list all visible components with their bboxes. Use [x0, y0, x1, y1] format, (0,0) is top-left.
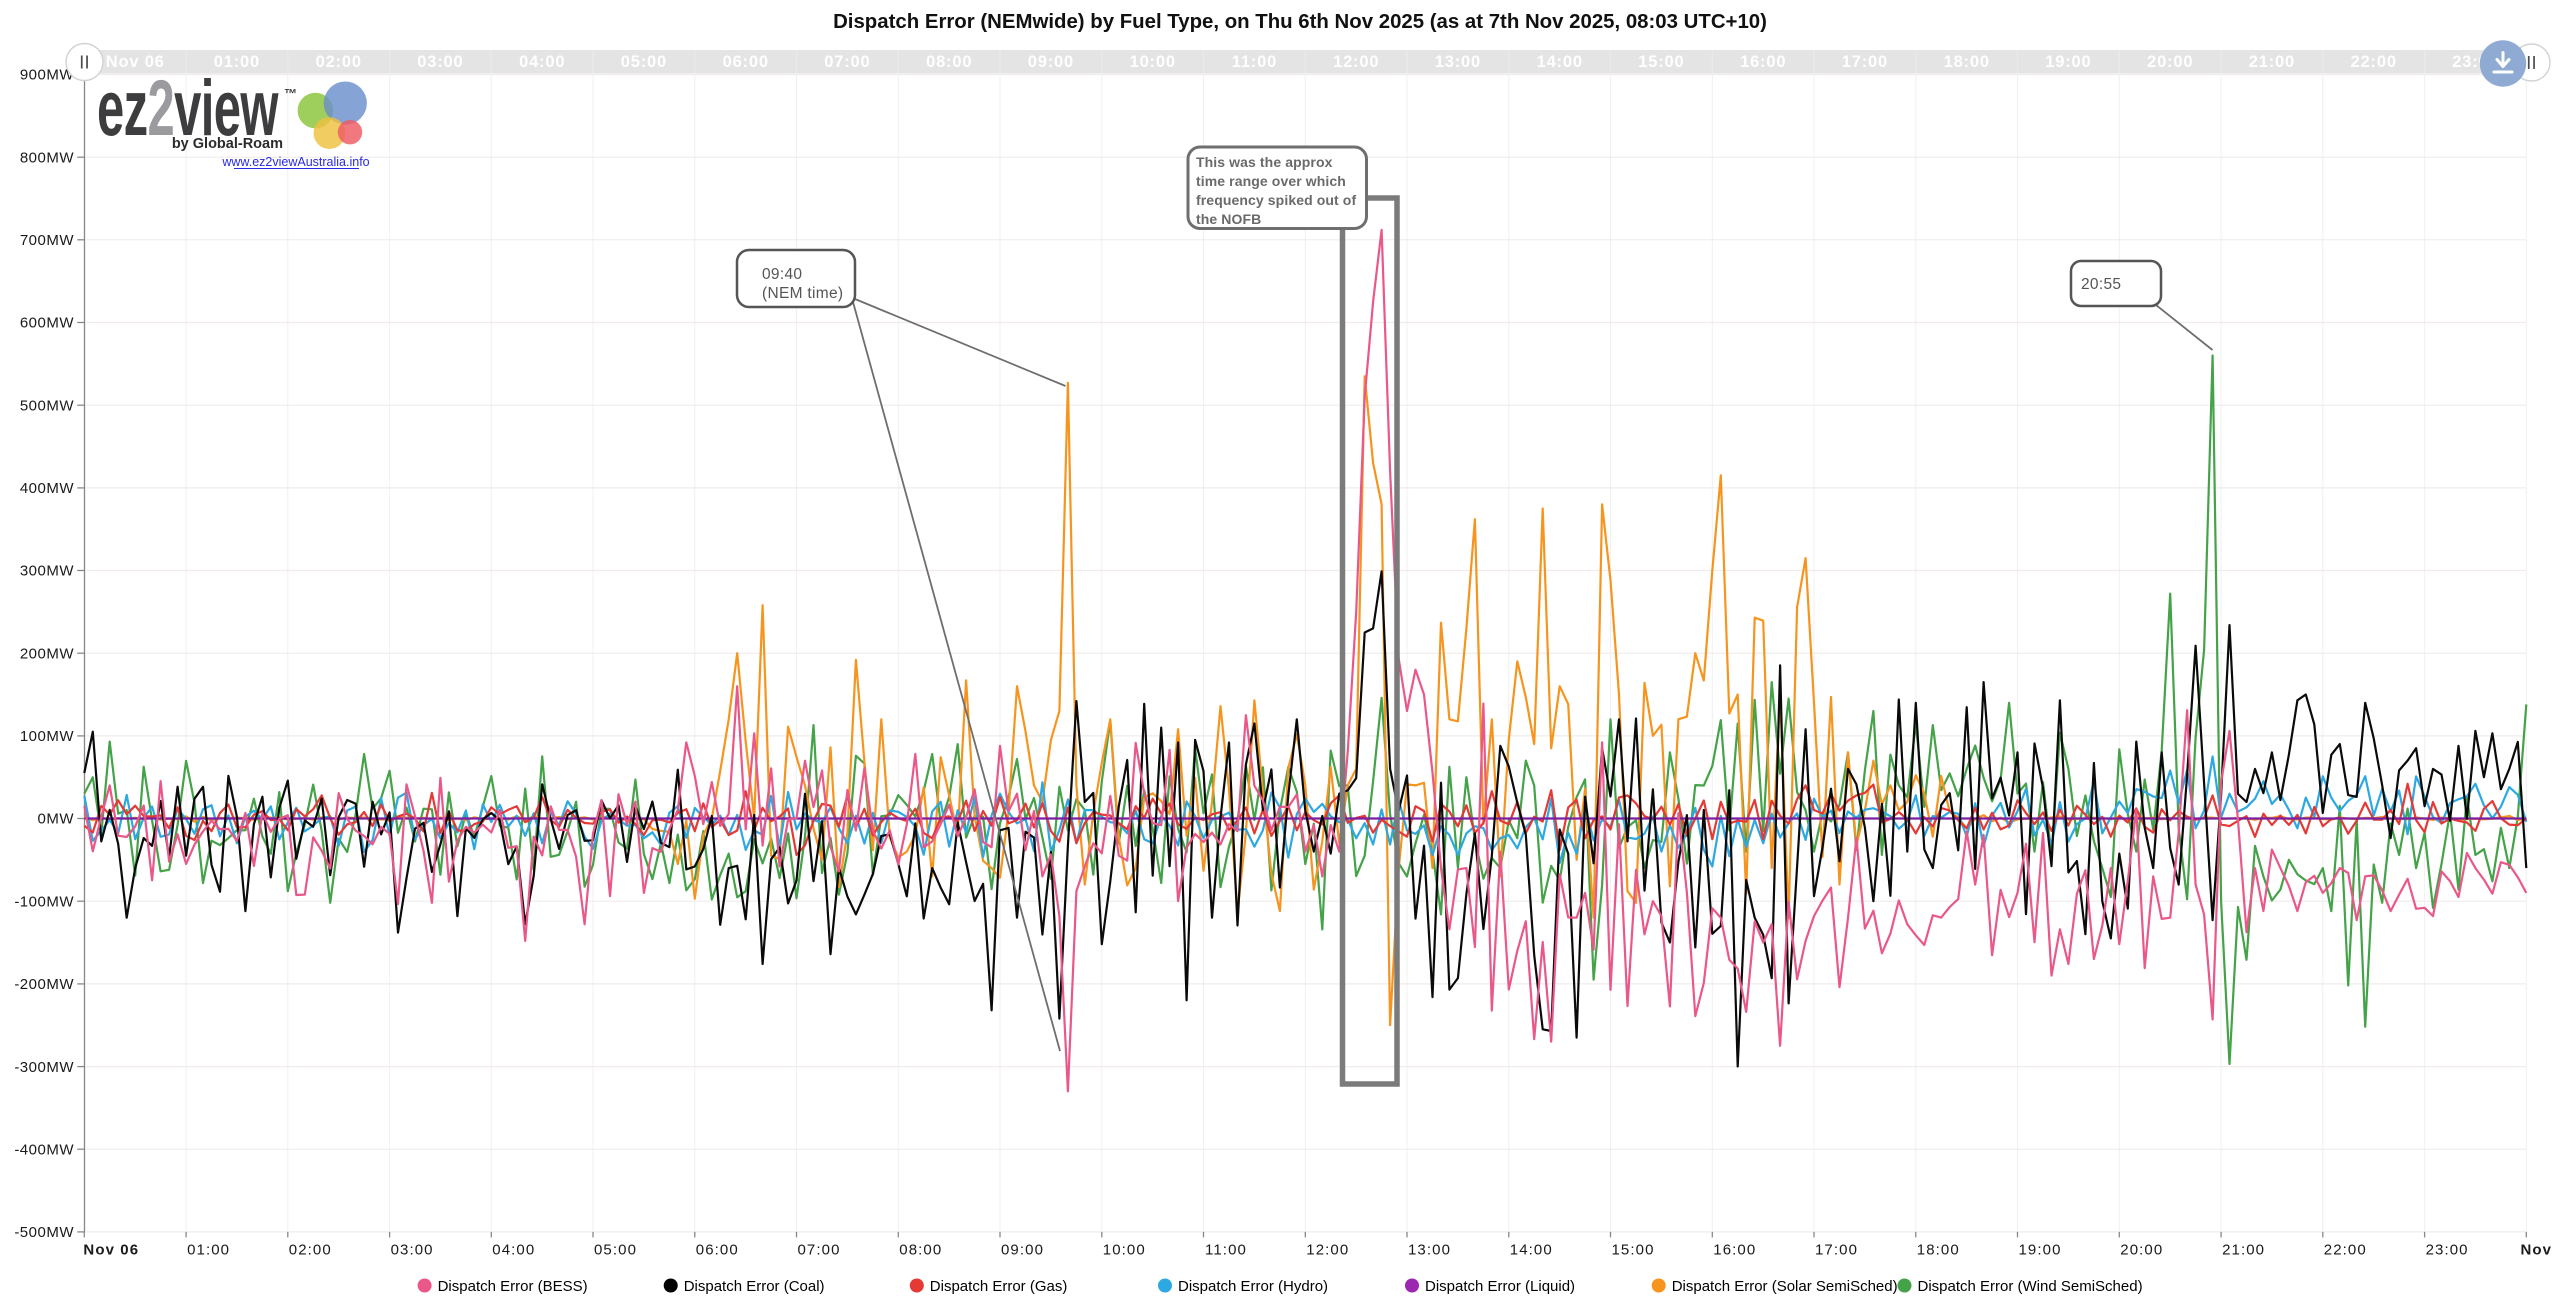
svg-text:07:00: 07:00 — [824, 53, 870, 71]
svg-text:07:00: 07:00 — [797, 1242, 840, 1259]
svg-text:20:00: 20:00 — [2147, 53, 2193, 71]
svg-text:(NEM time): (NEM time) — [762, 285, 843, 302]
svg-text:20:00: 20:00 — [2120, 1242, 2163, 1259]
svg-text:Dispatch Error (NEMwide) by Fu: Dispatch Error (NEMwide) by Fuel Type, o… — [833, 11, 1767, 33]
svg-text:09:00: 09:00 — [1001, 1242, 1044, 1259]
svg-text:22:00: 22:00 — [2324, 1242, 2367, 1259]
svg-text:10:00: 10:00 — [1103, 1242, 1146, 1259]
svg-text:17:00: 17:00 — [1815, 1242, 1858, 1259]
svg-text:23:00: 23:00 — [2426, 1242, 2469, 1259]
svg-text:700MW: 700MW — [20, 232, 75, 249]
svg-text:400MW: 400MW — [20, 480, 75, 497]
svg-text:-200MW: -200MW — [14, 976, 74, 993]
svg-text:09:00: 09:00 — [1028, 53, 1074, 71]
svg-text:01:00: 01:00 — [187, 1242, 230, 1259]
svg-text:03:00: 03:00 — [391, 1242, 434, 1259]
svg-text:Nov 06: Nov 06 — [106, 53, 165, 71]
svg-text:Dispatch Error (Solar SemiSche: Dispatch Error (Solar SemiSched) — [1672, 1278, 1898, 1295]
svg-text:0MW: 0MW — [38, 811, 75, 828]
svg-text:100MW: 100MW — [20, 728, 75, 745]
svg-text:-300MW: -300MW — [14, 1059, 74, 1076]
svg-text:10:00: 10:00 — [1130, 53, 1176, 71]
svg-text:21:00: 21:00 — [2249, 53, 2295, 71]
svg-text:18:00: 18:00 — [1917, 1242, 1960, 1259]
svg-text:08:00: 08:00 — [926, 53, 972, 71]
svg-text:12:00: 12:00 — [1306, 1242, 1349, 1259]
svg-text:Dispatch Error (Liquid): Dispatch Error (Liquid) — [1425, 1278, 1575, 1295]
svg-text:the NOFB: the NOFB — [1196, 211, 1261, 227]
svg-text:14:00: 14:00 — [1537, 53, 1583, 71]
svg-text:www.ez2viewAustralia.info: www.ez2viewAustralia.info — [221, 155, 369, 169]
svg-text:09:40: 09:40 — [762, 266, 802, 283]
svg-text:Dispatch Error (Gas): Dispatch Error (Gas) — [930, 1278, 1068, 1295]
svg-text:04:00: 04:00 — [519, 53, 565, 71]
svg-text:20:55: 20:55 — [2081, 276, 2121, 293]
svg-text:13:00: 13:00 — [1435, 53, 1481, 71]
svg-text:-400MW: -400MW — [14, 1141, 74, 1158]
svg-text:08:00: 08:00 — [899, 1242, 942, 1259]
svg-text:11:00: 11:00 — [1205, 1242, 1247, 1259]
svg-text:04:00: 04:00 — [492, 1242, 535, 1259]
svg-text:05:00: 05:00 — [621, 53, 667, 71]
svg-text:Dispatch Error (BESS): Dispatch Error (BESS) — [438, 1278, 588, 1295]
svg-text:time range over which: time range over which — [1196, 173, 1346, 189]
svg-text:05:00: 05:00 — [594, 1242, 637, 1259]
svg-text:18:00: 18:00 — [1944, 53, 1990, 71]
svg-text:Dispatch Error (Hydro): Dispatch Error (Hydro) — [1178, 1278, 1328, 1295]
svg-text:17:00: 17:00 — [1842, 53, 1888, 71]
svg-text:01:00: 01:00 — [214, 53, 260, 71]
svg-text:500MW: 500MW — [20, 397, 75, 414]
svg-text:15:00: 15:00 — [1638, 53, 1684, 71]
svg-text:12:00: 12:00 — [1333, 53, 1379, 71]
svg-text:14:00: 14:00 — [1510, 1242, 1553, 1259]
svg-text:Dispatch Error (Coal): Dispatch Error (Coal) — [684, 1278, 825, 1295]
svg-text:ez2view: ez2view — [97, 64, 279, 152]
svg-text:16:00: 16:00 — [1713, 1242, 1756, 1259]
svg-text:16:00: 16:00 — [1740, 53, 1786, 71]
svg-text:900MW: 900MW — [20, 67, 75, 84]
svg-text:Nov: Nov — [2520, 1242, 2552, 1259]
svg-text:Dispatch Error (Wind SemiSched: Dispatch Error (Wind SemiSched) — [1918, 1278, 2143, 1295]
svg-text:19:00: 19:00 — [2045, 53, 2091, 71]
svg-text:-500MW: -500MW — [14, 1224, 74, 1241]
svg-text:02:00: 02:00 — [289, 1242, 332, 1259]
svg-text:by Global-Roam: by Global-Roam — [172, 136, 283, 152]
svg-text:15:00: 15:00 — [1611, 1242, 1654, 1259]
svg-text:21:00: 21:00 — [2222, 1242, 2265, 1259]
svg-text:06:00: 06:00 — [696, 1242, 739, 1259]
svg-text:-100MW: -100MW — [14, 893, 74, 910]
svg-text:800MW: 800MW — [20, 149, 75, 166]
svg-text:600MW: 600MW — [20, 315, 75, 332]
svg-text:frequency spiked out of: frequency spiked out of — [1196, 192, 1356, 208]
svg-text:19:00: 19:00 — [2018, 1242, 2061, 1259]
svg-text:02:00: 02:00 — [316, 53, 362, 71]
svg-text:This was the approx: This was the approx — [1196, 154, 1333, 170]
svg-text:13:00: 13:00 — [1408, 1242, 1451, 1259]
svg-text:11:00: 11:00 — [1232, 53, 1277, 71]
svg-text:06:00: 06:00 — [723, 53, 769, 71]
svg-text:Nov 06: Nov 06 — [83, 1242, 139, 1259]
svg-text:200MW: 200MW — [20, 645, 75, 662]
svg-text:300MW: 300MW — [20, 563, 75, 580]
svg-text:22:00: 22:00 — [2351, 53, 2397, 71]
svg-text:™: ™ — [284, 86, 297, 101]
svg-text:03:00: 03:00 — [417, 53, 463, 71]
